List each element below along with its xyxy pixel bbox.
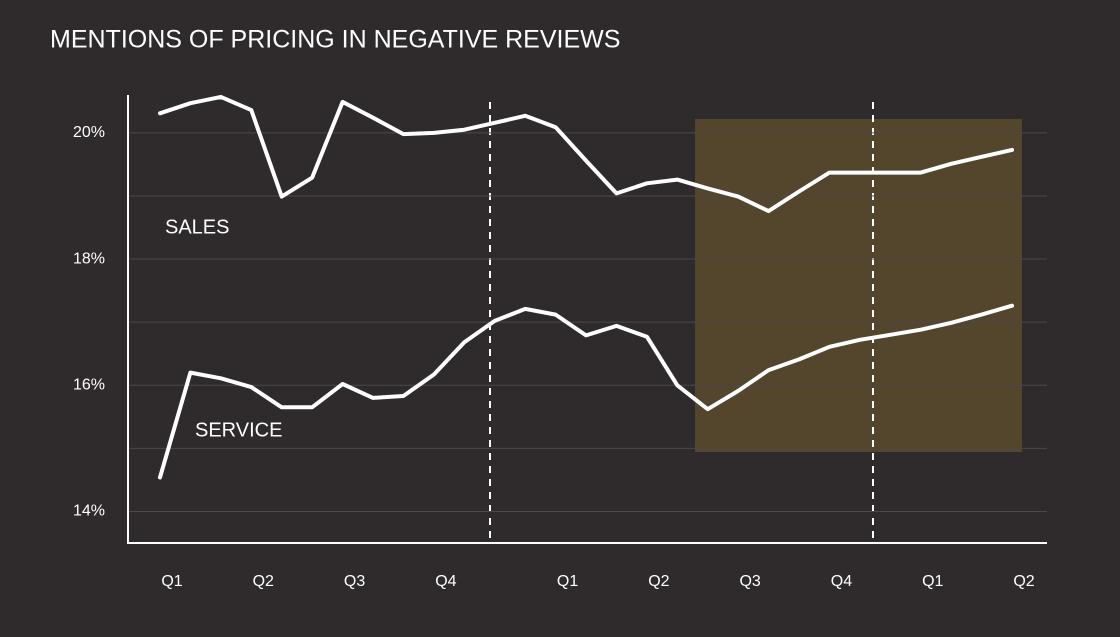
series-label: SERVICE	[195, 419, 282, 441]
series-label: SALES	[165, 216, 229, 238]
series-line	[158, 94, 1014, 214]
series-line	[158, 303, 1014, 480]
x-tick-label: Q3	[739, 573, 760, 590]
x-tick-label: Q2	[253, 573, 274, 590]
x-tick-label: Q1	[557, 573, 578, 590]
chart-title: MENTIONS OF PRICING IN NEGATIVE REVIEWS	[50, 26, 620, 54]
highlight-region	[695, 119, 1022, 452]
x-tick-label: Q4	[831, 573, 852, 590]
y-tick-label: 20%	[73, 124, 105, 141]
x-tick-label: Q1	[161, 573, 182, 590]
y-tick-label: 18%	[73, 250, 105, 267]
x-tick-label: Q3	[344, 573, 365, 590]
x-tick-label: Q4	[435, 573, 456, 590]
y-tick-label: 16%	[73, 376, 105, 393]
plot	[158, 94, 1014, 480]
x-tick-label: Q1	[922, 573, 943, 590]
y-tick-label: 14%	[73, 503, 105, 520]
x-tick-label: Q2	[648, 573, 669, 590]
x-tick-label: Q2	[1013, 573, 1034, 590]
